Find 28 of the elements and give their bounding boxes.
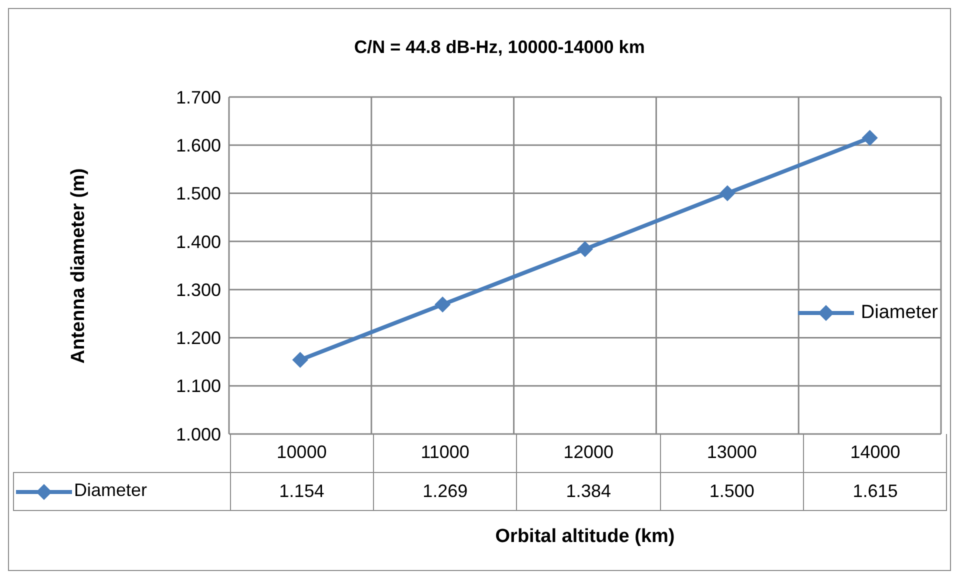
data-label: 1.269 — [373, 472, 517, 510]
data-label: 1.154 — [230, 472, 374, 510]
y-tick-label: 1.700 — [176, 87, 221, 108]
x-tick-label: 13000 — [660, 434, 804, 472]
x-tick-label: 11000 — [373, 434, 517, 472]
y-tick-label: 1.600 — [176, 136, 221, 156]
x-axis-title: Orbital altitude (km) — [494, 526, 676, 548]
y-tick-label: 1.400 — [176, 232, 221, 252]
y-axis-title: Antenna diameter (m) — [68, 168, 90, 364]
x-tick-label: 14000 — [804, 434, 947, 472]
y-tick-label: 1.500 — [176, 184, 221, 204]
y-tick-label: 1.100 — [176, 376, 221, 396]
data-label: 1.500 — [660, 472, 804, 510]
point — [292, 352, 308, 368]
y-tick-label: 1.000 — [176, 424, 221, 444]
point — [719, 185, 736, 202]
text: Diameter — [74, 480, 148, 500]
point — [577, 241, 593, 258]
point — [434, 296, 451, 312]
legend-label: Diameter — [860, 301, 938, 325]
x-tick-label: 10000 — [230, 434, 374, 472]
data-label: 1.384 — [516, 472, 660, 510]
y-tick-label: 1.200 — [176, 328, 221, 348]
y-tick-label: 1.300 — [176, 280, 221, 300]
chart-title: C/N = 44.8 dB-Hz, 10000-14000 km — [353, 37, 646, 58]
point — [862, 130, 878, 146]
x-tick-label: 12000 — [516, 434, 660, 472]
data-label: 1.615 — [804, 472, 947, 510]
